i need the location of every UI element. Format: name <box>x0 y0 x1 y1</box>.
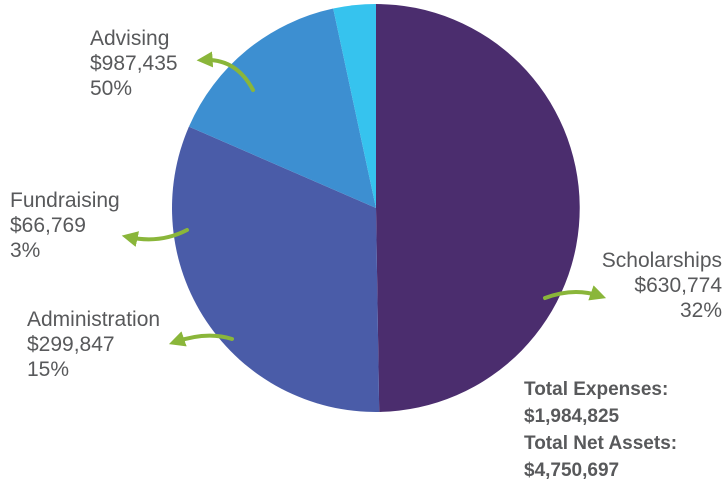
pie-slice-fundraising <box>333 3 376 208</box>
total-expenses-label: Total Expenses: <box>524 379 669 400</box>
advising-name: Advising <box>90 27 170 50</box>
administration-name: Administration <box>27 308 161 331</box>
label-scholarships: Scholarships $630,774 32% <box>602 248 722 323</box>
pie-slice-advising <box>376 4 580 412</box>
pie-slice-scholarships <box>172 126 380 412</box>
fundraising-arrow <box>121 228 189 247</box>
scholarships-value: $630,774 <box>634 274 722 297</box>
label-fundraising: Fundraising $66,769 3% <box>10 188 120 263</box>
administration-percent: 15% <box>27 358 70 381</box>
fundraising-percent: 3% <box>10 239 41 262</box>
totals-block: Total Expenses: $1,984,825 Total Net Ass… <box>524 376 677 484</box>
label-advising: Advising $987,435 50% <box>90 26 178 101</box>
advising-percent: 50% <box>90 77 133 100</box>
administration-arrow <box>168 331 234 347</box>
scholarships-percent: 32% <box>679 299 722 322</box>
label-administration: Administration $299,847 15% <box>27 307 160 382</box>
advising-value: $987,435 <box>90 52 178 75</box>
total-net-assets-value: $4,750,697 <box>524 460 620 481</box>
fundraising-value: $66,769 <box>10 214 86 237</box>
pie-slice-administration <box>188 8 376 209</box>
advising-arrow <box>196 51 255 92</box>
total-net-assets-label: Total Net Assets: <box>524 433 678 454</box>
pie-slices <box>172 3 580 412</box>
scholarships-name: Scholarships <box>601 249 722 272</box>
scholarships-arrow <box>543 285 607 301</box>
total-expenses-value: $1,984,825 <box>524 406 620 427</box>
administration-value: $299,847 <box>27 333 115 356</box>
fundraising-name: Fundraising <box>10 189 120 212</box>
